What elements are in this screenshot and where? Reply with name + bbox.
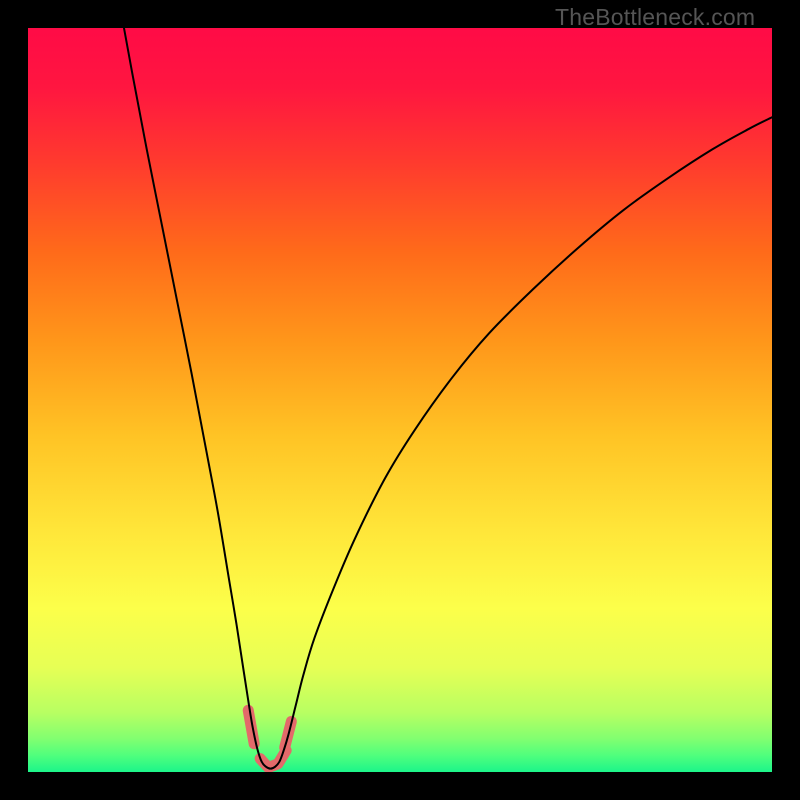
canvas: TheBottleneck.com [0, 0, 800, 800]
plot-background [28, 28, 772, 772]
watermark-text: TheBottleneck.com [555, 4, 755, 31]
chart-svg [0, 0, 800, 800]
